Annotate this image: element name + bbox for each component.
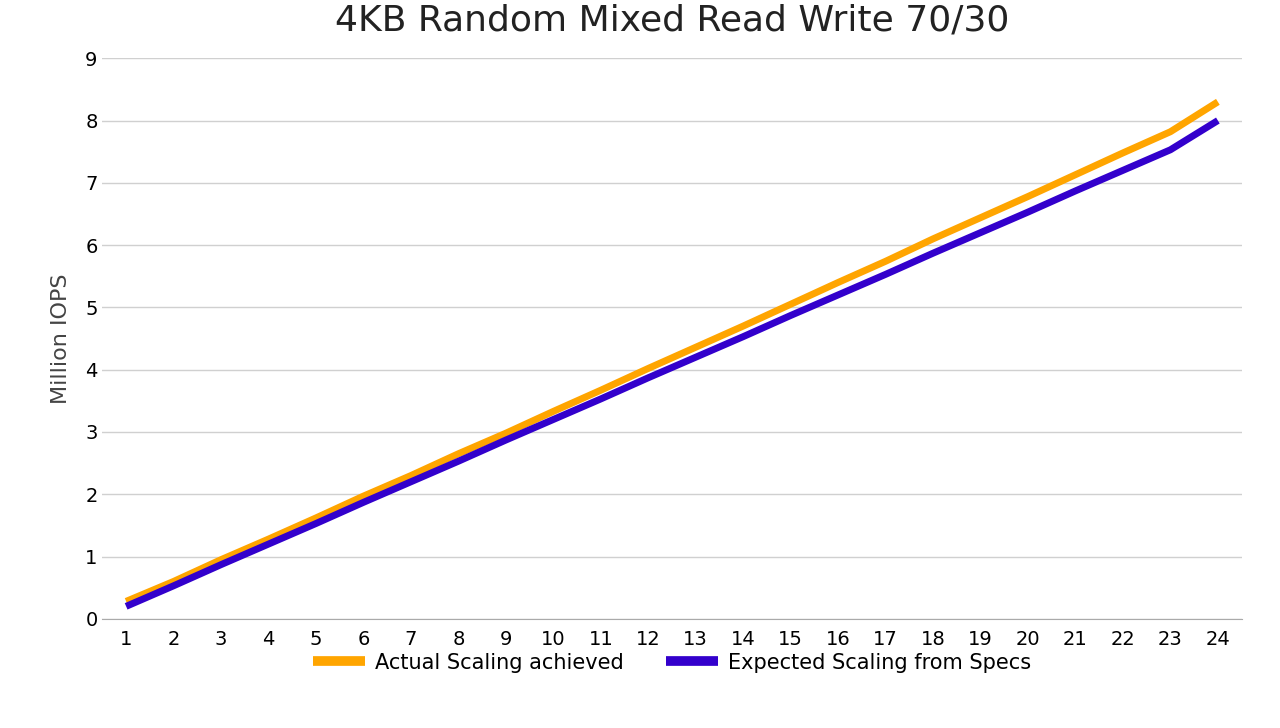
Actual Scaling achieved bbox=[783, 300, 799, 309]
Actual Scaling achieved bbox=[1210, 98, 1225, 106]
Actual Scaling achieved bbox=[925, 234, 941, 243]
Actual Scaling achieved bbox=[119, 597, 134, 606]
Actual Scaling achieved bbox=[831, 278, 846, 287]
Expected Scaling from Specs bbox=[1020, 207, 1036, 216]
Actual Scaling achieved bbox=[973, 213, 988, 222]
Legend: Actual Scaling achieved, Expected Scaling from Specs: Actual Scaling achieved, Expected Scalin… bbox=[305, 644, 1039, 681]
Expected Scaling from Specs bbox=[308, 519, 324, 528]
Actual Scaling achieved bbox=[166, 577, 182, 586]
Expected Scaling from Specs bbox=[1068, 186, 1083, 195]
Expected Scaling from Specs bbox=[973, 229, 988, 237]
Actual Scaling achieved bbox=[261, 534, 276, 543]
Actual Scaling achieved bbox=[403, 471, 419, 480]
Expected Scaling from Specs bbox=[166, 582, 182, 590]
Actual Scaling achieved bbox=[1162, 127, 1178, 136]
Actual Scaling achieved bbox=[878, 257, 893, 266]
Actual Scaling achieved bbox=[640, 364, 655, 373]
Expected Scaling from Specs bbox=[925, 249, 941, 258]
Y-axis label: Million IOPS: Million IOPS bbox=[51, 273, 72, 404]
Line: Actual Scaling achieved: Actual Scaling achieved bbox=[127, 102, 1217, 601]
Expected Scaling from Specs bbox=[214, 561, 229, 569]
Expected Scaling from Specs bbox=[1115, 166, 1130, 175]
Actual Scaling achieved bbox=[545, 407, 561, 416]
Expected Scaling from Specs bbox=[498, 435, 513, 444]
Actual Scaling achieved bbox=[214, 555, 229, 564]
Expected Scaling from Specs bbox=[356, 498, 371, 507]
Expected Scaling from Specs bbox=[261, 539, 276, 548]
Expected Scaling from Specs bbox=[451, 457, 466, 466]
Actual Scaling achieved bbox=[1068, 170, 1083, 179]
Expected Scaling from Specs bbox=[783, 311, 799, 320]
Title: 4KB Random Mixed Read Write 70/30: 4KB Random Mixed Read Write 70/30 bbox=[335, 4, 1009, 37]
Expected Scaling from Specs bbox=[545, 415, 561, 424]
Actual Scaling achieved bbox=[356, 491, 371, 500]
Actual Scaling achieved bbox=[498, 429, 513, 438]
Actual Scaling achieved bbox=[1020, 192, 1036, 201]
Actual Scaling achieved bbox=[593, 386, 608, 395]
Expected Scaling from Specs bbox=[1210, 116, 1225, 125]
Expected Scaling from Specs bbox=[831, 290, 846, 299]
Expected Scaling from Specs bbox=[593, 395, 608, 403]
Expected Scaling from Specs bbox=[736, 332, 751, 341]
Expected Scaling from Specs bbox=[403, 478, 419, 486]
Actual Scaling achieved bbox=[1115, 149, 1130, 157]
Expected Scaling from Specs bbox=[878, 270, 893, 279]
Actual Scaling achieved bbox=[689, 343, 704, 352]
Expected Scaling from Specs bbox=[689, 353, 704, 362]
Expected Scaling from Specs bbox=[1162, 146, 1178, 154]
Expected Scaling from Specs bbox=[119, 602, 134, 611]
Actual Scaling achieved bbox=[308, 513, 324, 522]
Actual Scaling achieved bbox=[451, 449, 466, 458]
Actual Scaling achieved bbox=[736, 322, 751, 331]
Expected Scaling from Specs bbox=[640, 373, 655, 382]
Line: Expected Scaling from Specs: Expected Scaling from Specs bbox=[127, 121, 1217, 606]
